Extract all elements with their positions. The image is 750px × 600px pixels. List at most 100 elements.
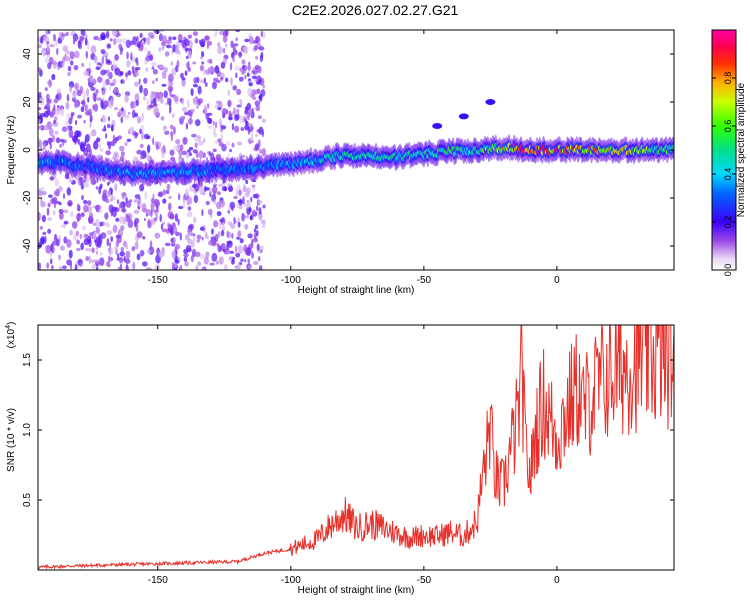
spectrogram-speckle bbox=[68, 129, 74, 139]
spectrogram-speckle bbox=[97, 76, 103, 83]
spectrogram-speckle bbox=[184, 38, 190, 47]
spectrogram-speckle bbox=[72, 91, 77, 99]
spectrogram-speckle bbox=[162, 198, 167, 204]
spectrogram-speckle bbox=[52, 33, 57, 42]
spectrogram-speckle bbox=[211, 186, 218, 194]
spectrogram-speckle bbox=[239, 67, 243, 72]
spectrogram-speckle bbox=[253, 44, 258, 51]
spectrogram-speckle bbox=[139, 249, 145, 257]
spectrogram-speckle bbox=[179, 265, 183, 270]
spectrogram-xlabel: Height of straight line (km) bbox=[298, 285, 415, 296]
spectrogram-speckle bbox=[173, 95, 179, 102]
colorbar-tick-label: 0.4 bbox=[723, 168, 733, 181]
spectrogram-speckle bbox=[192, 97, 198, 104]
spectrogram-speckle bbox=[246, 72, 250, 77]
spectrogram-speckle bbox=[161, 70, 167, 80]
spectrogram-speckle bbox=[152, 193, 155, 203]
spectrogram-speckle bbox=[237, 230, 241, 238]
spectrogram-speckle bbox=[244, 74, 247, 80]
spectrogram-speckle bbox=[54, 178, 60, 187]
spectrogram-speckle bbox=[161, 228, 167, 233]
spectrogram-speckle bbox=[151, 91, 157, 96]
spectrogram-speckle bbox=[86, 88, 89, 97]
spectrogram-speckle bbox=[215, 260, 219, 265]
spectrogram-speckle bbox=[185, 62, 190, 69]
spectrogram-speckle bbox=[113, 87, 118, 93]
spectrogram-speckle bbox=[60, 138, 64, 143]
spectrogram-speckle bbox=[146, 98, 149, 106]
spectrogram-speckle bbox=[164, 242, 171, 247]
spectrogram-speckle bbox=[168, 202, 172, 211]
spectrogram-speckle bbox=[54, 233, 58, 242]
spectrogram-speckle bbox=[228, 116, 233, 121]
spectrogram-speckle bbox=[156, 202, 159, 212]
spectrogram-speckle bbox=[134, 81, 139, 87]
spectrogram-speckle bbox=[222, 248, 226, 253]
spectrogram-speckle bbox=[230, 77, 233, 86]
snr-ylabel: SNR (10 * v/v) bbox=[6, 408, 17, 472]
spectrogram-speckle bbox=[108, 248, 114, 255]
spectrogram-speckle bbox=[66, 239, 72, 248]
spectrogram-speckle bbox=[142, 236, 146, 240]
spectrogram-speckle bbox=[146, 144, 151, 154]
spectrogram-speckle bbox=[101, 221, 104, 227]
spectrogram-speckle bbox=[48, 56, 54, 64]
spectrogram-speckle bbox=[110, 124, 114, 132]
spectrogram-speckle bbox=[148, 104, 155, 109]
spectrogram-speckle bbox=[202, 68, 206, 76]
spectrogram-speckle bbox=[203, 107, 208, 115]
spectrogram-speckle bbox=[38, 262, 42, 270]
spectrogram-speckle bbox=[184, 47, 191, 52]
spectrogram-speckle bbox=[190, 88, 194, 97]
spectrogram-speckle bbox=[261, 148, 266, 157]
spectrogram-speckle bbox=[105, 190, 112, 198]
spectrogram-speckle bbox=[134, 217, 140, 225]
spectrogram-speckle bbox=[180, 144, 184, 152]
spectrogram-speckle bbox=[63, 139, 67, 144]
spectrogram-speckle bbox=[86, 143, 91, 153]
spectrogram-speckle bbox=[200, 38, 206, 48]
spectrogram-speckle bbox=[184, 188, 189, 197]
spectrogram-ylabel: Frequency (Hz) bbox=[6, 116, 17, 185]
spectrogram-speckle bbox=[247, 63, 252, 72]
spectrogram-speckle bbox=[184, 70, 188, 76]
spectrogram-speckle bbox=[248, 82, 253, 87]
spectrogram-speckle bbox=[201, 61, 205, 65]
spectrogram-speckle bbox=[64, 174, 68, 180]
spectrogram-speckle bbox=[69, 85, 72, 93]
spectrogram-speckle bbox=[238, 198, 243, 206]
spectrogram-speckle bbox=[259, 148, 262, 154]
spectrogram-speckle bbox=[136, 231, 143, 239]
spectrogram-speckle bbox=[150, 209, 153, 218]
spectrogram-speckle bbox=[213, 133, 217, 138]
spectrogram-speckle bbox=[108, 141, 112, 150]
spectrogram-speckle bbox=[181, 97, 184, 105]
spectrogram-speckle bbox=[129, 199, 133, 203]
spectrogram-speckle bbox=[245, 121, 249, 126]
spectrogram-speckle bbox=[236, 184, 241, 190]
spectrogram-speckle bbox=[152, 69, 158, 75]
spectrogram-speckle bbox=[139, 183, 145, 192]
spectrogram-speckle bbox=[67, 199, 73, 207]
spectrogram-speckle bbox=[212, 81, 217, 90]
spectrogram-speckle bbox=[47, 137, 53, 144]
spectrogram-speckle bbox=[174, 260, 180, 264]
spectrogram-speckle bbox=[257, 200, 263, 204]
spectrogram-speckle bbox=[90, 45, 97, 54]
spectrogram-speckle bbox=[45, 245, 51, 249]
spectrogram-speckle bbox=[241, 70, 245, 75]
spectrogram-speckle bbox=[87, 96, 90, 103]
spectrogram-speckle bbox=[164, 51, 170, 57]
spectrogram-speckle bbox=[167, 223, 172, 229]
spectrogram-speckle bbox=[65, 56, 71, 62]
spectrogram-speckle bbox=[224, 187, 227, 192]
spectrogram-speckle bbox=[133, 199, 139, 203]
spectrogram-speckle bbox=[192, 149, 198, 154]
spectrogram-speckle bbox=[77, 114, 83, 119]
spectrogram-speckle bbox=[105, 150, 111, 156]
spectrogram-speckle bbox=[71, 135, 78, 142]
spectrogram-speckle bbox=[209, 188, 211, 193]
spectrogram-speckle bbox=[222, 222, 225, 230]
spectrogram-speckle bbox=[192, 84, 198, 88]
spectrogram-speckle bbox=[237, 263, 241, 270]
